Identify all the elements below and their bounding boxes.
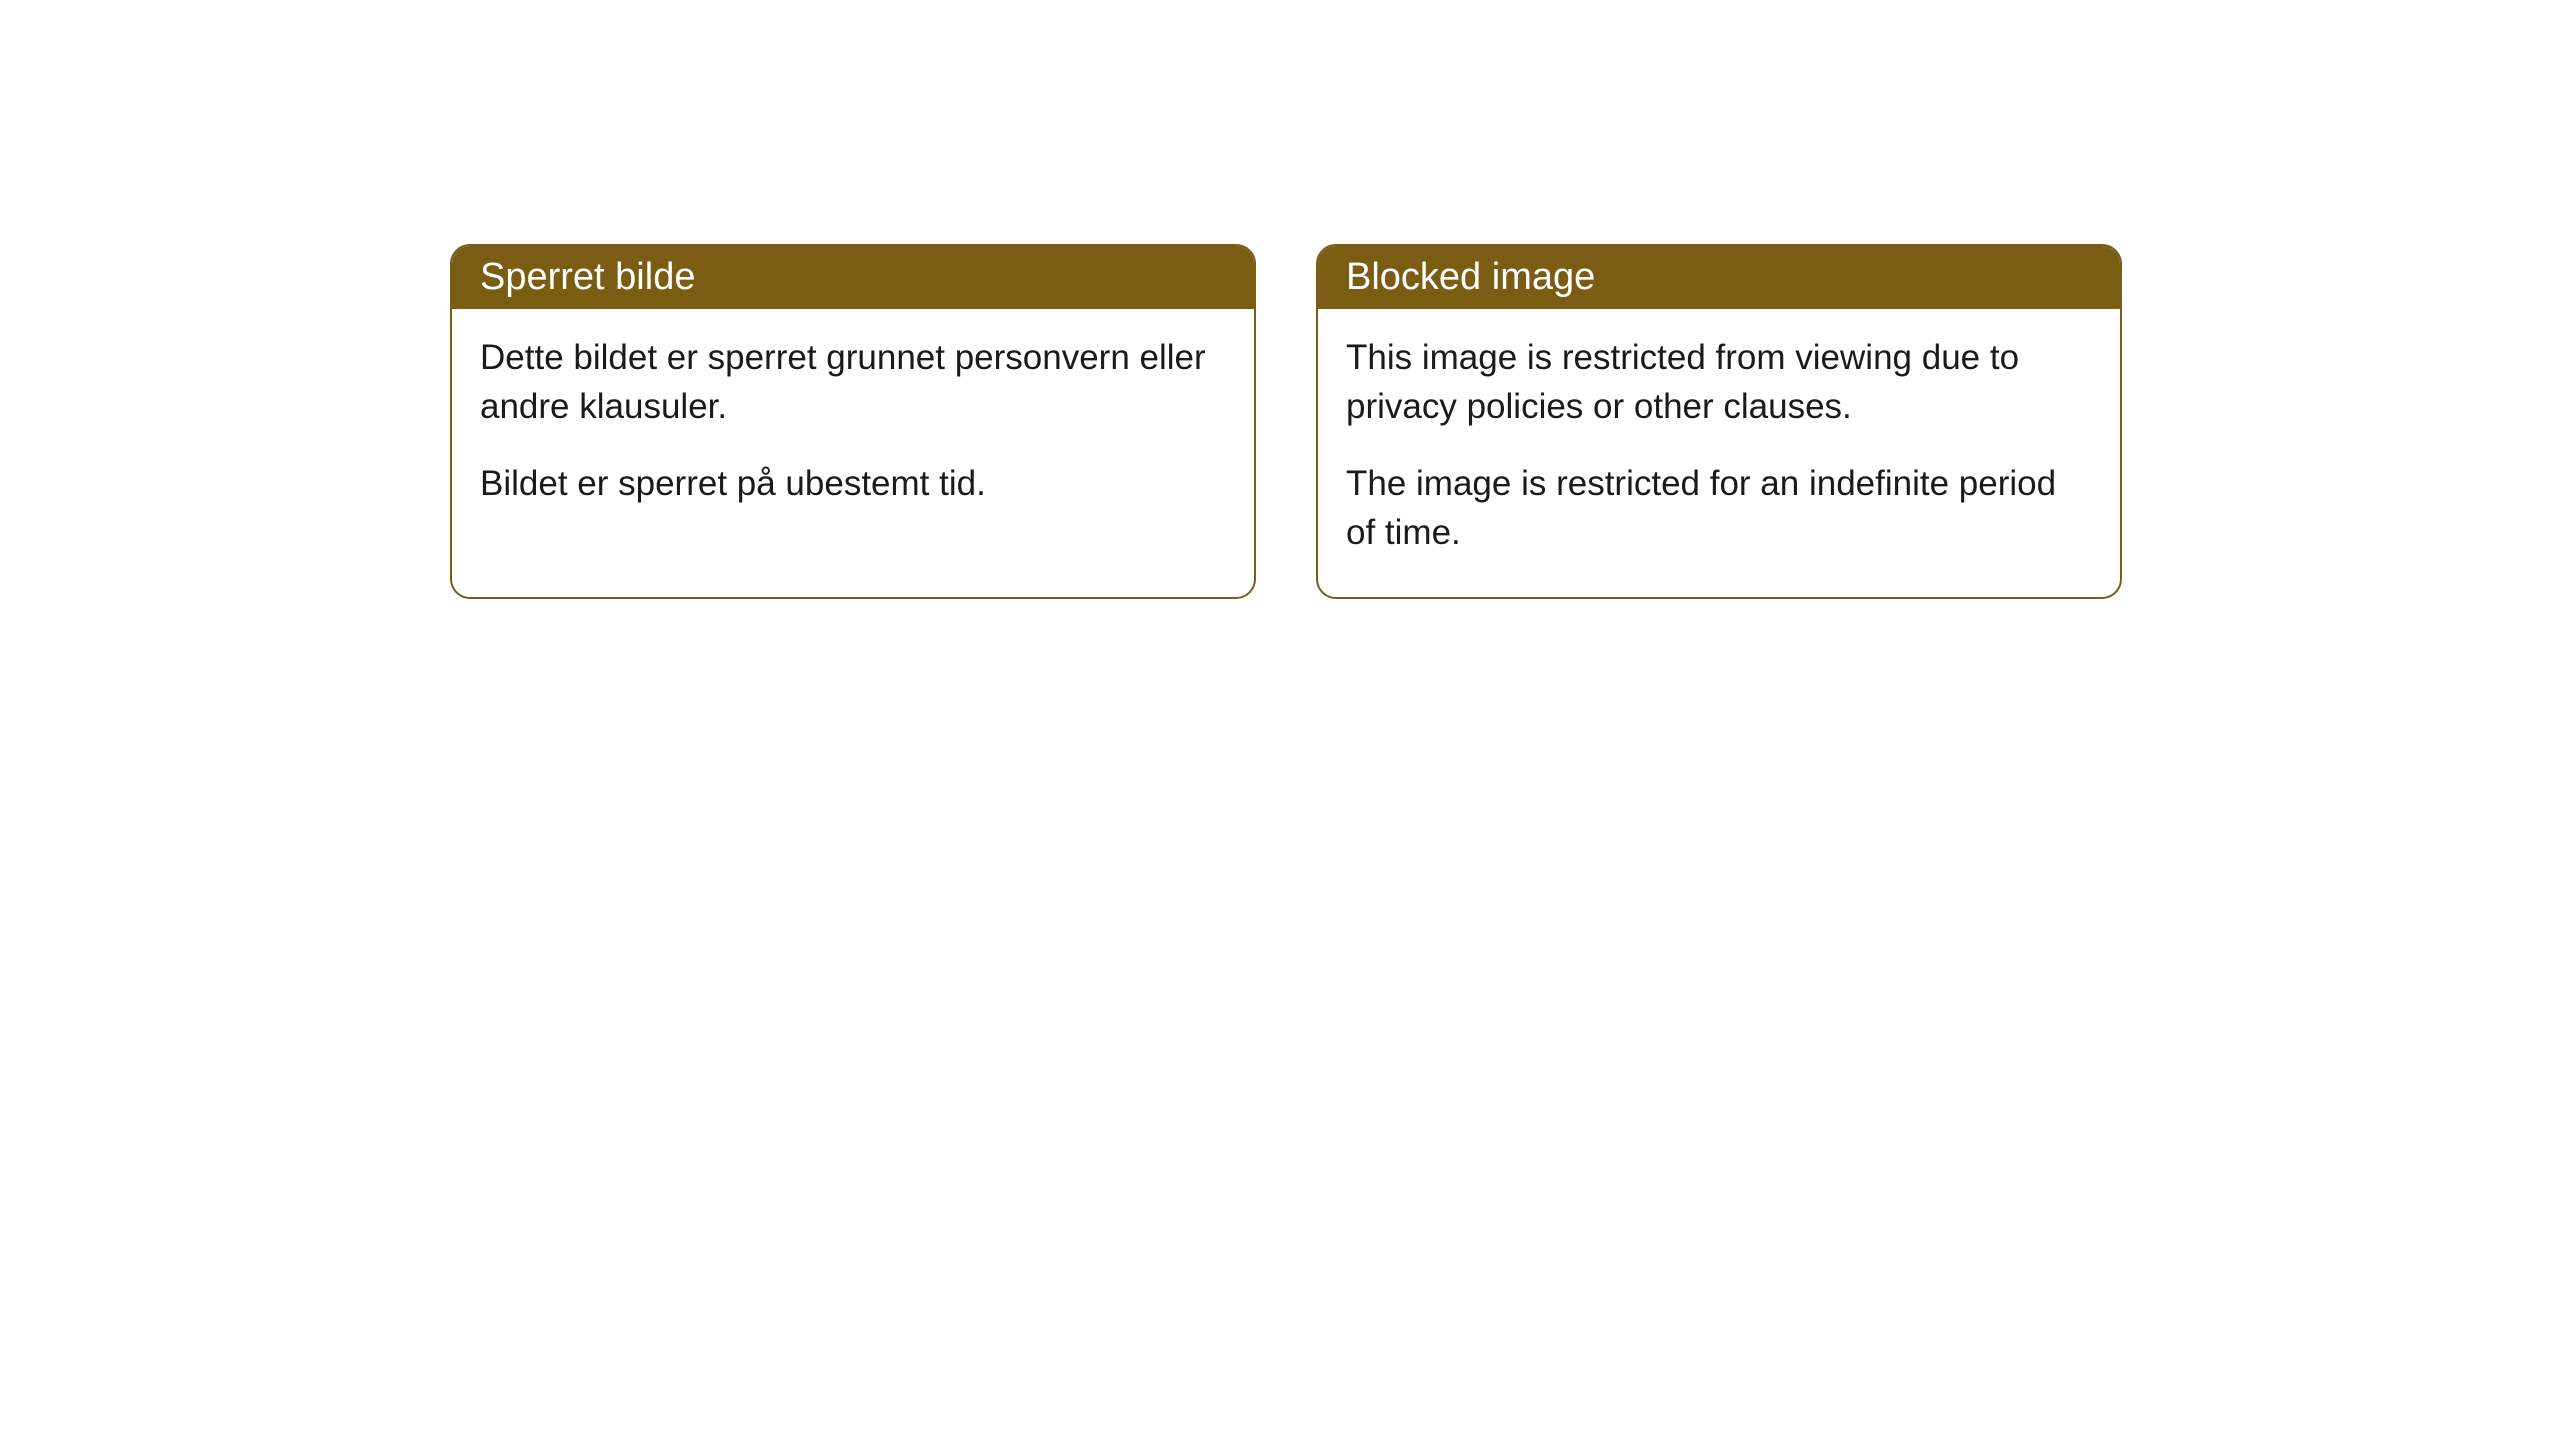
card-header: Sperret bilde — [452, 246, 1254, 309]
blocked-image-card-english: Blocked image This image is restricted f… — [1316, 244, 2122, 599]
notice-cards-container: Sperret bilde Dette bildet er sperret gr… — [450, 244, 2122, 599]
card-paragraph: This image is restricted from viewing du… — [1346, 333, 2092, 431]
card-title: Sperret bilde — [480, 256, 695, 298]
card-body: This image is restricted from viewing du… — [1318, 309, 2120, 597]
card-paragraph: Dette bildet er sperret grunnet personve… — [480, 333, 1226, 431]
card-paragraph: The image is restricted for an indefinit… — [1346, 459, 2092, 557]
blocked-image-card-norwegian: Sperret bilde Dette bildet er sperret gr… — [450, 244, 1256, 599]
card-title: Blocked image — [1346, 256, 1595, 298]
card-header: Blocked image — [1318, 246, 2120, 309]
card-body: Dette bildet er sperret grunnet personve… — [452, 309, 1254, 548]
card-paragraph: Bildet er sperret på ubestemt tid. — [480, 459, 1226, 508]
